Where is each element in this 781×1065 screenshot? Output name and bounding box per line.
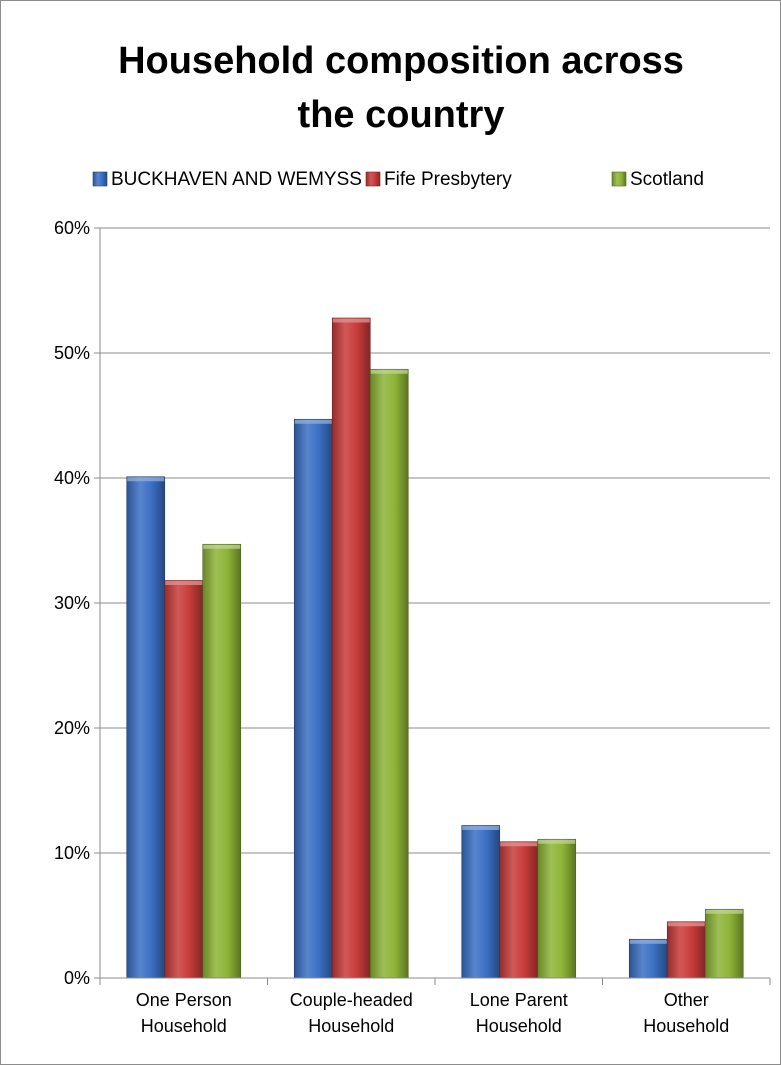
legend-swatch [611, 171, 627, 187]
legend-swatch [92, 171, 108, 187]
y-tick-label: 50% [54, 343, 90, 363]
bar [202, 543, 242, 979]
bar [461, 825, 501, 979]
y-tick-label: 60% [54, 218, 90, 238]
legend-label: BUCKHAVEN AND WEMYSS [111, 169, 362, 190]
bar [293, 418, 333, 979]
legend-item: BUCKHAVEN AND WEMYSS [92, 169, 362, 190]
bar [499, 841, 539, 979]
bars [126, 317, 744, 979]
legend-label: Fife Presbytery [384, 169, 512, 190]
y-axis: 0% 10% 20% 30% 40% 50% 60% [54, 218, 101, 988]
chart-title-line: the country [298, 94, 505, 136]
chart-title: Household composition across the country [118, 40, 684, 136]
x-tick-label: Other Household [643, 990, 729, 1036]
x-tick-label: Couple-headed Household [290, 990, 413, 1036]
y-tick-label: 10% [54, 843, 90, 863]
bar [628, 938, 668, 979]
y-tick-label: 40% [54, 468, 90, 488]
y-tick-label: 20% [54, 718, 90, 738]
bar [164, 580, 204, 979]
x-axis: One Person Household Couple-headed Househol… [99, 977, 771, 1036]
y-tick-label: 30% [54, 593, 90, 613]
bar [666, 921, 706, 979]
chart-title-line: Household composition across [118, 40, 684, 82]
legend-swatch [365, 171, 381, 187]
legend-label: Scotland [630, 169, 704, 190]
legend-item: Scotland [611, 169, 704, 190]
bar [369, 368, 409, 979]
legend: BUCKHAVEN AND WEMYSS Fife Presbytery Scotl… [92, 169, 704, 190]
y-tick-label: 0% [64, 968, 90, 988]
x-tick-label: One Person Household [136, 990, 232, 1036]
bar [331, 317, 371, 979]
bar [704, 908, 744, 979]
x-tick-label: Lone Parent Household [470, 990, 568, 1036]
bar [537, 838, 577, 979]
bar [126, 476, 166, 979]
legend-item: Fife Presbytery [365, 169, 512, 190]
